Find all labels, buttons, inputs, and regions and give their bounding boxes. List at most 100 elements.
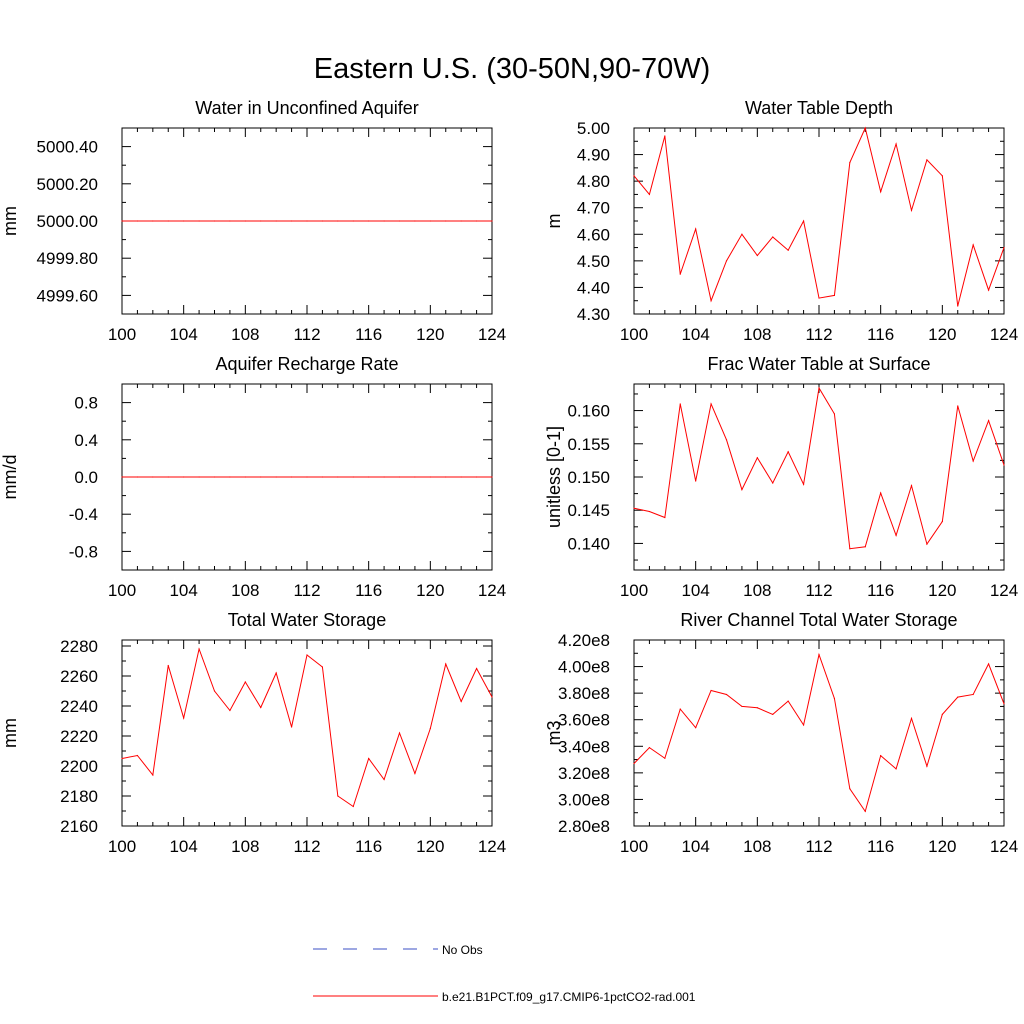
panel-aquifer-recharge-rate: Aquifer Recharge Rate 100 104 108 112 116 120 1…: [0, 354, 506, 600]
x-tick-label: 104: [681, 837, 709, 856]
y-tick-label: 3.00e8: [558, 790, 610, 809]
data-point: [818, 654, 820, 656]
y-axis-label: mm: [0, 206, 20, 236]
data-point: [849, 161, 851, 164]
x-tick-label: 112: [293, 325, 320, 344]
data-point: [633, 507, 635, 509]
data-point: [741, 233, 743, 235]
y-axis-label: mm/d: [0, 455, 20, 500]
data-point: [972, 693, 974, 696]
data-point: [679, 273, 681, 275]
data-point: [475, 667, 478, 670]
series-line: [633, 652, 1005, 813]
series-line: [633, 126, 1005, 307]
panel-title: Total Water Storage: [228, 610, 386, 630]
y-tick-label: 4999.60: [37, 286, 98, 305]
data-point: [445, 663, 447, 665]
data-point: [260, 476, 262, 478]
y-tick-label: -0.8: [69, 542, 98, 561]
data-point: [321, 666, 324, 668]
data-point: [664, 516, 666, 519]
data-point: [121, 757, 123, 760]
y-tick-label: 0.8: [74, 394, 98, 413]
data-point: [772, 236, 774, 238]
x-tick-label: 108: [231, 581, 259, 600]
data-point: [833, 413, 836, 415]
data-point: [802, 724, 805, 726]
data-point: [368, 476, 370, 478]
y-tick-label: 4.40: [577, 278, 610, 297]
data-point: [664, 757, 666, 759]
series-line: [121, 647, 493, 808]
data-point: [910, 485, 913, 487]
data-point: [198, 648, 200, 650]
x-tick-label: 120: [416, 581, 444, 600]
x-tick-label: 108: [743, 837, 771, 856]
data-point: [972, 244, 974, 246]
data-point: [664, 135, 666, 137]
data-point: [864, 546, 866, 548]
data-point: [229, 476, 231, 478]
data-point: [229, 709, 231, 712]
y-tick-label: 5000.00: [37, 212, 98, 231]
data-point: [183, 717, 185, 719]
y-tick-label: 4.60: [577, 225, 610, 244]
data-point: [491, 220, 493, 222]
data-point: [213, 220, 216, 222]
data-point: [167, 664, 169, 667]
data-point: [136, 220, 139, 222]
x-tick-label: 100: [108, 837, 136, 856]
x-tick-label: 104: [681, 581, 709, 600]
y-tick-label: 4.30: [577, 305, 610, 324]
data-point: [121, 476, 123, 478]
data-point: [275, 476, 277, 478]
data-point: [167, 476, 169, 478]
y-tick-label: 2180: [60, 787, 98, 806]
data-point: [152, 220, 154, 222]
data-point: [290, 476, 293, 478]
data-point: [1003, 703, 1005, 705]
x-tick-label: 116: [355, 837, 382, 856]
data-point: [475, 220, 478, 222]
x-tick-label: 116: [867, 325, 894, 344]
y-tick-label: 0.150: [567, 468, 610, 487]
x-tick-label: 100: [620, 325, 648, 344]
y-tick-label: -0.4: [69, 505, 98, 524]
data-point: [352, 220, 354, 222]
y-tick-label: 3.80e8: [558, 684, 610, 703]
data-point: [957, 696, 959, 698]
data-point: [152, 774, 154, 776]
data-point: [987, 663, 990, 665]
legend-label-no-obs: No Obs: [442, 943, 483, 957]
x-tick-label: 104: [169, 581, 197, 600]
panels: Water in Unconfined Aquifer 100 104 108 112 1…: [0, 98, 1018, 856]
y-tick-label: 0.0: [74, 468, 98, 487]
data-point: [275, 220, 277, 222]
data-point: [787, 700, 789, 702]
data-point: [772, 713, 774, 716]
data-point: [957, 405, 959, 407]
data-point: [741, 489, 743, 491]
data-point: [352, 805, 354, 808]
data-point: [306, 220, 308, 222]
x-tick-label: 112: [805, 581, 832, 600]
y-tick-label: 4.20e8: [558, 631, 610, 650]
data-point: [957, 305, 959, 307]
data-point: [695, 228, 697, 230]
y-tick-label: 3.40e8: [558, 737, 610, 756]
data-point: [445, 220, 447, 222]
data-point: [941, 175, 943, 177]
figure-title: Eastern U.S. (30-50N,90-70W): [314, 53, 710, 85]
data-point: [260, 220, 262, 222]
y-tick-label: 5.00: [577, 119, 610, 138]
data-point: [383, 476, 385, 478]
x-tick-label: 116: [867, 837, 894, 856]
data-point: [880, 191, 882, 193]
data-point: [198, 476, 200, 478]
data-point: [910, 209, 913, 211]
data-point: [306, 654, 308, 656]
data-point: [895, 143, 897, 145]
data-point: [818, 297, 820, 299]
data-point: [183, 476, 185, 478]
